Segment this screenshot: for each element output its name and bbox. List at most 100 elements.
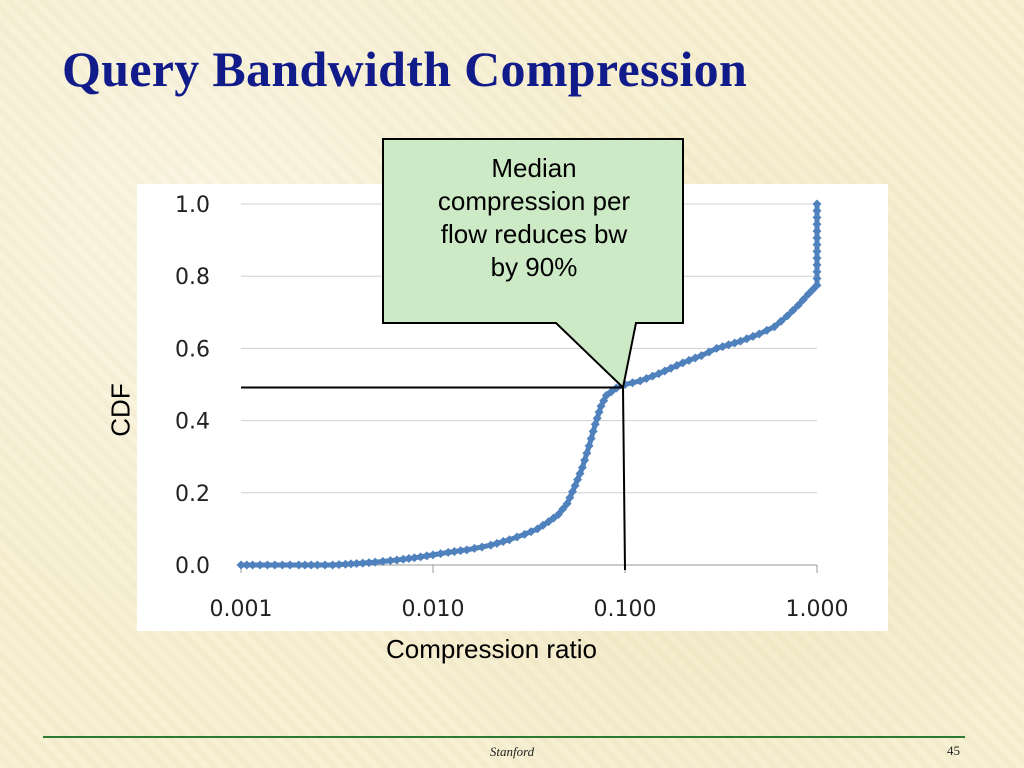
- series-point: [422, 551, 432, 561]
- callout: [382, 138, 684, 390]
- series-point: [255, 560, 265, 570]
- x-axis-title: Compression ratio: [386, 634, 597, 664]
- series-point: [358, 558, 368, 568]
- series-point: [788, 305, 798, 315]
- series-point: [392, 555, 402, 565]
- series-point: [416, 552, 426, 562]
- series-point: [584, 441, 594, 451]
- series-point: [262, 560, 272, 570]
- series-point: [340, 559, 350, 569]
- series-point: [385, 556, 395, 566]
- x-tick-label: 0.001: [210, 597, 273, 622]
- callout-line-3: flow reduces bw: [440, 219, 628, 249]
- y-tick-label: 0.0: [175, 554, 210, 579]
- series-point: [320, 560, 330, 570]
- series-point: [812, 199, 822, 209]
- series-point: [588, 426, 598, 436]
- series-point: [443, 547, 453, 557]
- callout-line-4: by 90%: [490, 252, 578, 282]
- series-point: [798, 295, 808, 305]
- series-point: [404, 554, 414, 564]
- series-point: [428, 550, 438, 560]
- series-point: [812, 226, 822, 236]
- series-point: [242, 560, 252, 570]
- series-point: [334, 560, 344, 570]
- series-point: [553, 509, 563, 519]
- series-point: [558, 504, 568, 514]
- y-tick-label: 0.2: [175, 482, 210, 507]
- series-point: [352, 559, 362, 569]
- series-point: [456, 546, 466, 556]
- series-point: [776, 316, 786, 326]
- series-point: [449, 547, 459, 557]
- series-point: [580, 455, 590, 465]
- series-point: [769, 322, 779, 332]
- series-point: [469, 543, 479, 553]
- series-point: [628, 378, 638, 388]
- series-point: [532, 524, 542, 534]
- series-point: [812, 233, 822, 243]
- series-point: [378, 556, 388, 566]
- series-point: [270, 560, 280, 570]
- series-point: [812, 260, 822, 270]
- footer-institution: Stanford: [489, 744, 535, 759]
- median-guide-lines: [241, 386, 626, 571]
- series-point: [754, 329, 764, 339]
- y-tick-labels: 0.0 0.2 0.4 0.6 0.8 1.0: [175, 193, 210, 579]
- callout-line-1: Median: [491, 153, 577, 183]
- x-tick-labels: 0.001 0.010 0.100 1.000: [210, 597, 849, 622]
- y-tick-label: 1.0: [175, 193, 210, 218]
- series-point: [477, 542, 487, 552]
- series-point: [812, 219, 822, 229]
- series-point: [812, 213, 822, 223]
- series-point: [436, 549, 446, 559]
- series-point: [586, 434, 596, 444]
- x-tick-label: 0.010: [402, 597, 465, 622]
- series-point: [812, 273, 822, 283]
- series-point: [312, 560, 322, 570]
- series-point: [812, 240, 822, 250]
- series-point: [364, 558, 374, 568]
- series-point: [812, 267, 822, 277]
- callout-box: [382, 138, 684, 390]
- series-point: [277, 560, 287, 570]
- x-tick-label: 1.000: [786, 597, 849, 622]
- series-point: [812, 206, 822, 216]
- series-point: [704, 347, 714, 357]
- footer-rule: [43, 736, 965, 738]
- series-point: [409, 553, 419, 563]
- median-vertical-line: [622, 387, 626, 571]
- y-tick-label: 0.6: [175, 337, 210, 362]
- series-point: [346, 559, 356, 569]
- series-point: [300, 560, 310, 570]
- series-point: [577, 463, 587, 473]
- series-point: [294, 560, 304, 570]
- series-point: [762, 325, 772, 335]
- series-point: [328, 560, 338, 570]
- series-point: [520, 529, 530, 539]
- slide-title: Query Bandwidth Compression: [62, 41, 748, 97]
- callout-text: Median compression per flow reduces bw b…: [386, 152, 682, 284]
- series-point: [793, 300, 803, 310]
- series-point: [812, 280, 822, 290]
- series-point: [512, 532, 522, 542]
- series-point: [538, 520, 548, 530]
- series-point: [285, 560, 295, 570]
- page-number: 45: [947, 743, 960, 758]
- series-point: [398, 554, 408, 564]
- series-point: [462, 545, 472, 555]
- series-point: [582, 448, 592, 458]
- y-axis-title: CDF: [105, 383, 136, 437]
- series-point: [782, 311, 792, 321]
- series-point: [236, 560, 246, 570]
- series-point: [812, 253, 822, 263]
- y-tick-label: 0.8: [175, 265, 210, 290]
- x-tick-label: 0.100: [594, 597, 657, 622]
- y-tick-label: 0.4: [175, 410, 210, 435]
- series-point: [370, 557, 380, 567]
- callout-line-2: compression per: [437, 186, 631, 216]
- series-point: [696, 351, 706, 361]
- series-point: [504, 535, 514, 545]
- series-markers: [236, 199, 822, 570]
